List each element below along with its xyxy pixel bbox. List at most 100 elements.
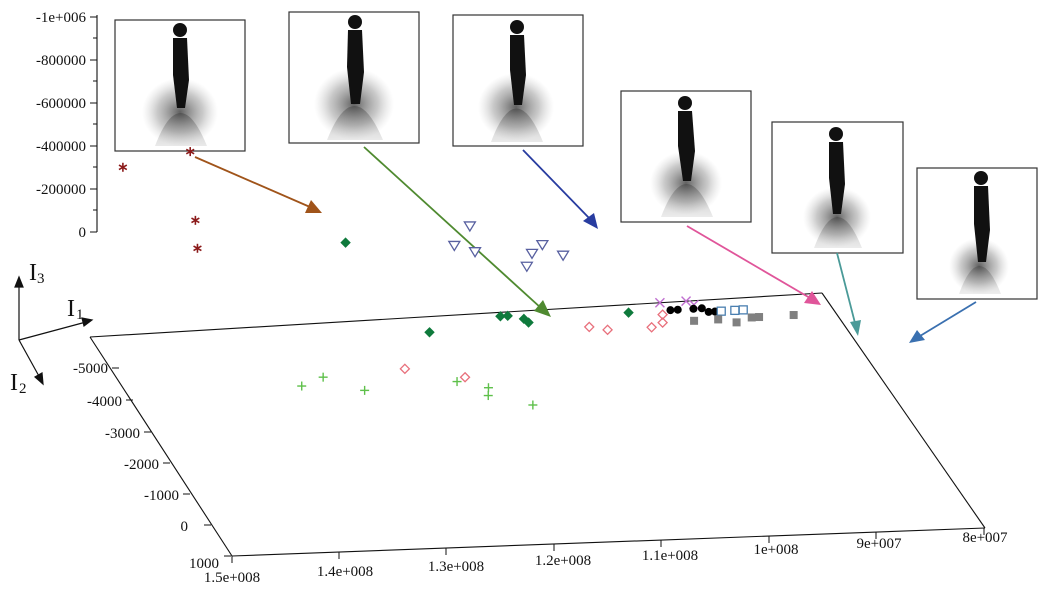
data-point-square-filled <box>690 316 699 325</box>
depth-tick-labels: -5000 -4000 -3000 -2000 -1000 0 1000 <box>73 361 219 572</box>
depth-tick-label: -2000 <box>124 457 159 473</box>
horizontal-tick-label: 1.2e+008 <box>535 553 591 569</box>
data-point-diamond-open <box>657 317 669 329</box>
axis-label-i1: I 1 <box>67 296 84 323</box>
svg-text:3: 3 <box>37 271 45 287</box>
data-points <box>118 147 798 410</box>
data-point-diamond-filled <box>424 327 435 338</box>
data-point-triangle-down-open <box>525 248 539 260</box>
horizontal-tick-label: 1.4e+008 <box>317 564 373 580</box>
vertical-tick-labels: -1e+006 -800000 -600000 -400000 -200000 … <box>36 10 87 241</box>
svg-text:1: 1 <box>76 307 84 323</box>
svg-text:I: I <box>10 370 18 396</box>
data-point-square-open <box>716 306 726 316</box>
data-point-plus <box>360 385 370 395</box>
horizontal-tick-label: 9e+007 <box>856 536 902 552</box>
depth-axis-ticks <box>112 367 231 557</box>
arrow-2 <box>363 146 551 317</box>
data-point-triangle-down-open <box>463 221 477 233</box>
horizontal-tick-label: 1e+008 <box>753 542 798 558</box>
data-point-triangle-down-open <box>468 247 482 258</box>
data-point-plus <box>528 400 538 410</box>
vertical-tick-label: -800000 <box>36 53 86 69</box>
data-point-diamond-filled <box>502 310 513 322</box>
data-point-square-filled <box>789 311 798 320</box>
base-right-edge <box>821 292 986 529</box>
svg-text:I: I <box>67 296 75 322</box>
svg-text:2: 2 <box>19 381 27 397</box>
axis-label-i3: I 3 <box>29 260 45 287</box>
arrow-4 <box>686 225 821 305</box>
depth-tick-label: 0 <box>181 519 189 535</box>
depth-tick-label: -3000 <box>105 426 140 442</box>
data-point-plus <box>483 391 493 401</box>
vertical-tick-label: -1e+006 <box>36 10 87 26</box>
depth-tick-label: 1000 <box>189 556 219 572</box>
vertical-axis-ticks <box>90 16 97 233</box>
gait-energy-image-6 <box>916 167 1038 300</box>
data-point-diamond-filled <box>495 311 506 322</box>
data-point-diamond-filled <box>523 317 534 328</box>
svg-text:I: I <box>29 260 37 286</box>
data-point-asterisk <box>185 147 195 157</box>
data-point-circle-filled <box>689 304 698 313</box>
horizontal-tick-label: 1.3e+008 <box>428 559 484 575</box>
data-point-x <box>654 297 665 308</box>
base-left-edge <box>89 336 233 557</box>
data-point-circle-filled <box>673 305 682 314</box>
data-point-square-open <box>730 305 740 316</box>
gait-energy-image-5 <box>771 121 904 254</box>
data-point-diamond-open <box>583 321 595 333</box>
axis-label-i2: I 2 <box>10 370 27 397</box>
data-point-square-filled <box>755 313 764 322</box>
depth-tick-label: -1000 <box>144 488 179 504</box>
depth-tick-label: -4000 <box>87 394 122 410</box>
annotation-arrows <box>194 146 977 343</box>
data-point-square-open <box>738 305 748 315</box>
arrow-1 <box>194 156 322 213</box>
data-point-square-filled <box>714 315 723 324</box>
data-point-diamond-open <box>646 321 658 333</box>
gei-thumbnails <box>114 11 1038 300</box>
data-point-diamond-open <box>602 324 614 336</box>
data-point-x <box>681 296 692 307</box>
data-point-diamond-open <box>657 309 669 321</box>
data-point-plus <box>297 381 307 391</box>
data-point-diamond-open <box>399 363 411 375</box>
arrow-6 <box>909 301 977 343</box>
arrow-5 <box>836 252 861 336</box>
axis-indicator <box>14 275 94 386</box>
vertical-tick-label: -600000 <box>36 96 86 112</box>
data-point-triangle-down-open <box>535 239 550 251</box>
data-point-diamond-filled <box>623 307 634 318</box>
horizontal-tick-labels: 1.5e+008 1.4e+008 1.3e+008 1.2e+008 1.1e… <box>204 530 1008 586</box>
horizontal-tick-label: 1.5e+008 <box>204 570 260 586</box>
depth-tick-label: -5000 <box>73 361 108 377</box>
data-point-asterisk <box>193 243 202 253</box>
gait-energy-image-1 <box>114 19 246 152</box>
data-point-circle-filled <box>697 304 706 313</box>
data-point-triangle-down-open <box>447 240 461 252</box>
horizontal-tick-label: 8e+007 <box>962 530 1008 546</box>
base-back-edge <box>89 292 823 338</box>
vertical-tick-label: -200000 <box>36 182 86 198</box>
base-front-edge <box>231 527 986 557</box>
data-point-diamond-open <box>459 371 471 383</box>
data-point-diamond-filled <box>340 237 351 248</box>
data-point-asterisk <box>191 215 200 225</box>
axes-frame <box>89 15 986 557</box>
gait-energy-image-4 <box>620 90 752 223</box>
data-point-square-filled <box>732 318 741 327</box>
data-point-asterisk <box>118 162 128 172</box>
horizontal-axis-ticks <box>231 528 985 563</box>
data-point-circle-filled <box>666 306 675 315</box>
data-point-triangle-down-open <box>556 250 570 262</box>
data-point-plus <box>483 383 493 393</box>
data-point-plus <box>318 372 328 382</box>
data-point-plus <box>452 377 462 387</box>
horizontal-tick-label: 1.1e+008 <box>642 548 698 564</box>
data-point-circle-filled <box>704 307 713 316</box>
gait-energy-image-3 <box>452 14 584 147</box>
data-point-triangle-down-open <box>520 261 534 273</box>
